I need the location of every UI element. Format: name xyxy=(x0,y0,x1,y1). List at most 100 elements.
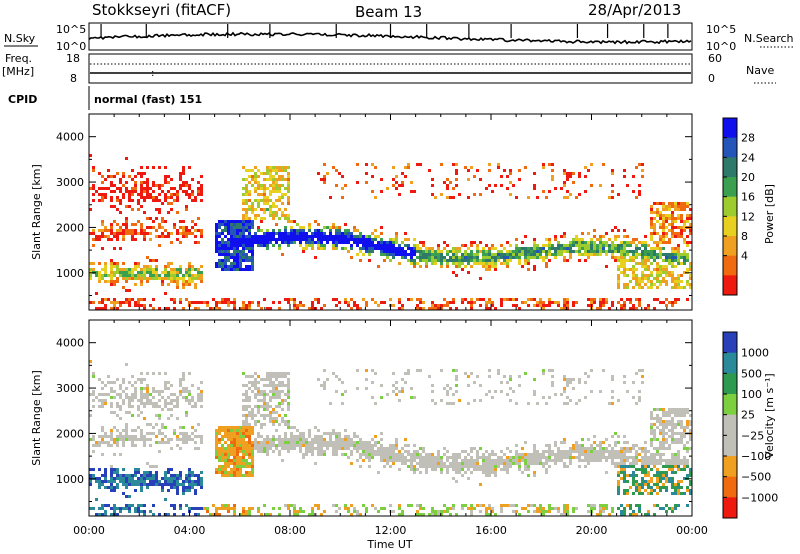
power-cell xyxy=(170,268,173,271)
power-cell xyxy=(599,241,602,244)
velocity-cell xyxy=(419,447,422,450)
power-cell xyxy=(302,229,305,232)
velocity-cell xyxy=(452,456,455,459)
power-cell xyxy=(113,271,116,274)
velocity-cell xyxy=(611,450,614,453)
power-cell xyxy=(641,163,644,166)
velocity-cell xyxy=(146,483,149,486)
power-cell xyxy=(245,187,248,190)
velocity-cell xyxy=(455,465,458,468)
velocity-cell xyxy=(149,471,152,474)
power-cell xyxy=(272,175,275,178)
power-cell xyxy=(158,223,161,226)
velocity-cell xyxy=(509,504,512,507)
velocity-cell xyxy=(239,468,242,471)
power-cell xyxy=(662,259,665,262)
power-cell xyxy=(518,250,521,253)
velocity-cell xyxy=(671,483,674,486)
velocity-cell xyxy=(521,456,524,459)
power-cell xyxy=(263,244,266,247)
power-cell xyxy=(104,193,107,196)
velocity-cell xyxy=(413,459,416,462)
velocity-cell xyxy=(113,486,116,489)
velocity-cell xyxy=(89,483,92,486)
velocity-cell xyxy=(110,477,113,480)
velocity-cell xyxy=(353,507,356,510)
velocity-cell xyxy=(671,477,674,480)
power-cell xyxy=(155,235,158,238)
velocity-cell xyxy=(650,492,653,495)
power-cell xyxy=(125,223,128,226)
power-cell xyxy=(317,235,320,238)
power-cell xyxy=(119,301,122,304)
power-cell xyxy=(122,229,125,232)
velocity-cell xyxy=(161,423,164,426)
power-cell xyxy=(566,304,569,307)
power-cell xyxy=(314,256,317,259)
velocity-cell xyxy=(644,447,647,450)
power-cell xyxy=(404,244,407,247)
velocity-cell xyxy=(233,504,236,507)
velocity-cell xyxy=(242,444,245,447)
velocity-cell xyxy=(515,456,518,459)
power-cell xyxy=(161,190,164,193)
velocity-cell xyxy=(230,441,233,444)
velocity-cell xyxy=(605,450,608,453)
velocity-cell xyxy=(101,426,104,429)
power-cell xyxy=(278,307,281,310)
power-cell xyxy=(542,304,545,307)
velocity-cell xyxy=(161,408,164,411)
velocity-cell xyxy=(245,390,248,393)
velocity-cell xyxy=(581,447,584,450)
velocity-cell xyxy=(143,477,146,480)
power-cell xyxy=(647,286,650,289)
velocity-cell xyxy=(185,396,188,399)
power-cell xyxy=(242,193,245,196)
velocity-cell xyxy=(326,447,329,450)
velocity-cell xyxy=(344,504,347,507)
velocity-cell xyxy=(125,504,128,507)
power-cell xyxy=(299,229,302,232)
power-cell xyxy=(302,232,305,235)
power-cell xyxy=(254,214,257,217)
power-cell xyxy=(149,232,152,235)
velocity-cell xyxy=(224,456,227,459)
power-cell xyxy=(620,250,623,253)
power-cell xyxy=(317,244,320,247)
power-cell xyxy=(95,235,98,238)
power-cell xyxy=(467,253,470,256)
velocity-cell xyxy=(212,513,215,516)
velocity-cell xyxy=(614,450,617,453)
power-cell xyxy=(629,301,632,304)
velocity-cell xyxy=(488,453,491,456)
velocity-cell xyxy=(140,411,143,414)
velocity-cell xyxy=(179,483,182,486)
power-cell xyxy=(107,187,110,190)
power-cell xyxy=(110,283,113,286)
velocity-cell xyxy=(299,432,302,435)
power-cell xyxy=(527,259,530,262)
velocity-cell xyxy=(218,459,221,462)
power-cell xyxy=(677,235,680,238)
power-cell xyxy=(338,232,341,235)
velocity-cell xyxy=(119,510,122,513)
power-cell xyxy=(110,223,113,226)
velocity-cell xyxy=(407,444,410,447)
velocity-cell xyxy=(380,453,383,456)
power-cell xyxy=(479,250,482,253)
power-cell xyxy=(608,244,611,247)
power-cell xyxy=(113,283,116,286)
velocity-cell xyxy=(116,513,119,516)
velocity-cell xyxy=(638,468,641,471)
power-cell xyxy=(287,184,290,187)
velocity-cell xyxy=(488,474,491,477)
power-cell xyxy=(146,271,149,274)
velocity-cell xyxy=(230,474,233,477)
velocity-cell xyxy=(659,417,662,420)
power-cell xyxy=(362,235,365,238)
power-cell xyxy=(656,277,659,280)
velocity-cell xyxy=(413,444,416,447)
power-cell xyxy=(674,253,677,256)
velocity-cell xyxy=(668,462,671,465)
